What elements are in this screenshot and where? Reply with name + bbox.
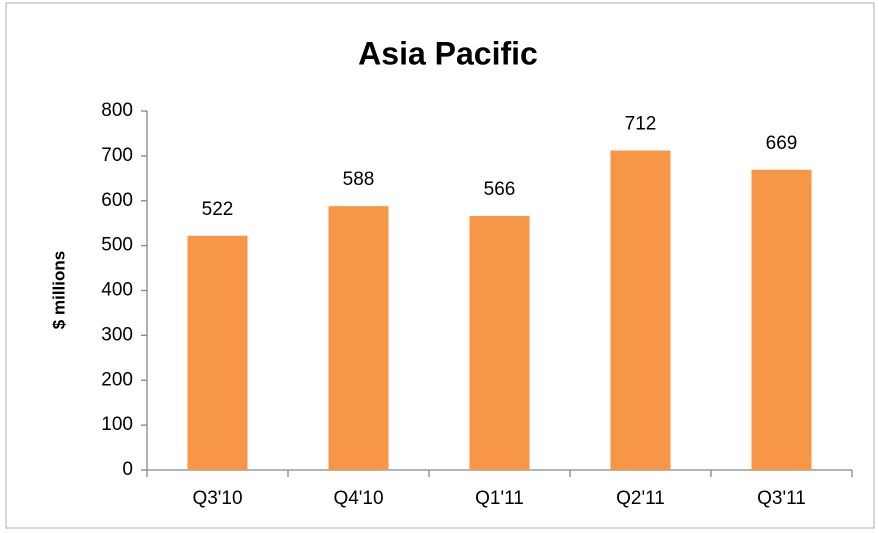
y-tick-label: 0 bbox=[122, 459, 133, 480]
bar bbox=[328, 206, 389, 470]
data-label: 566 bbox=[484, 179, 516, 200]
data-label: 669 bbox=[766, 133, 798, 154]
data-label: 588 bbox=[343, 169, 375, 190]
y-tick-label: 800 bbox=[101, 100, 133, 121]
y-tick-label: 700 bbox=[101, 145, 133, 166]
x-tick-label: Q1'11 bbox=[475, 488, 524, 509]
data-label: 712 bbox=[625, 114, 657, 135]
y-tick-label: 600 bbox=[101, 190, 133, 211]
y-axis-label: $ millions bbox=[49, 251, 68, 329]
y-tick-label: 200 bbox=[101, 369, 133, 390]
y-tick-label: 400 bbox=[101, 280, 133, 301]
bar bbox=[469, 216, 530, 470]
bar bbox=[187, 235, 248, 470]
bar bbox=[610, 150, 671, 471]
y-tick-label: 100 bbox=[101, 414, 133, 435]
x-tick-label: Q3'10 bbox=[192, 488, 242, 509]
data-label: 522 bbox=[202, 199, 234, 220]
x-tick-label: Q3'11 bbox=[757, 488, 806, 509]
chart-title: Asia Pacific bbox=[358, 35, 538, 71]
y-tick-label: 300 bbox=[101, 324, 133, 345]
x-tick-label: Q4'10 bbox=[333, 488, 383, 509]
y-tick-label: 500 bbox=[101, 235, 133, 256]
x-tick-label: Q2'11 bbox=[616, 488, 665, 509]
bar bbox=[751, 169, 812, 470]
chart-border bbox=[5, 2, 875, 529]
